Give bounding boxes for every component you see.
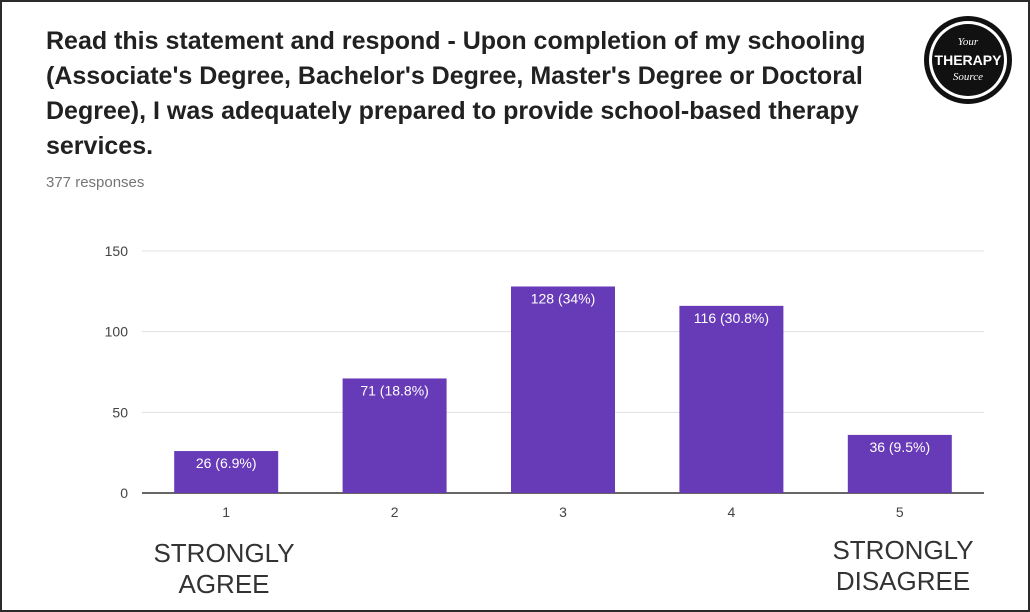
y-tick-label: 0 [120,485,128,501]
logo-inner-disc [932,24,1004,96]
bar-data-label: 36 (9.5%) [869,439,930,455]
y-tick-label: 150 [105,243,129,259]
logo-text-your: Your [958,36,979,48]
x-tick-label: 4 [728,504,736,520]
bar [511,286,615,493]
logo-text-therapy: THERAPY [935,52,1003,68]
logo-text-source: Source [953,71,983,83]
x-tick-label: 5 [896,504,904,520]
y-tick-label: 50 [112,404,128,420]
bar [847,434,952,493]
strongly-agree-label: STRONGLY AGREE [153,538,295,599]
x-tick-label: 2 [391,504,399,520]
x-tick-label: 3 [559,504,567,520]
bar-data-label: 128 (34%) [531,290,596,306]
your-therapy-source-logo: Your THERAPY Source [924,16,1012,104]
bar [174,451,279,493]
bar-data-label: 71 (18.8%) [360,382,428,398]
x-tick-label: 1 [222,504,230,520]
bar [342,378,447,493]
chart-title: Read this statement and respond - Upon c… [46,27,866,160]
strongly-disagree-label: STRONGLY DISAGREE [832,535,974,596]
response-count: 377 responses [46,174,145,191]
bar [679,305,784,493]
bar-data-label: 26 (6.9%) [196,455,257,471]
y-tick-label: 100 [105,324,129,340]
bar-data-label: 116 (30.8%) [694,310,769,326]
